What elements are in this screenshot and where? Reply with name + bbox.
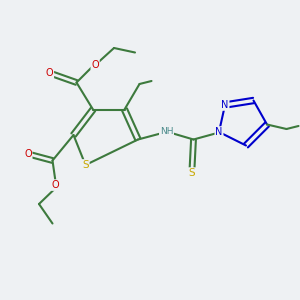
Text: S: S: [82, 160, 89, 170]
Text: NH: NH: [160, 128, 173, 136]
Text: N: N: [221, 100, 229, 110]
Text: N: N: [215, 127, 223, 137]
Text: O: O: [91, 59, 99, 70]
Text: O: O: [52, 180, 59, 190]
Text: O: O: [46, 68, 53, 79]
Text: S: S: [189, 168, 195, 178]
Text: O: O: [24, 149, 32, 160]
